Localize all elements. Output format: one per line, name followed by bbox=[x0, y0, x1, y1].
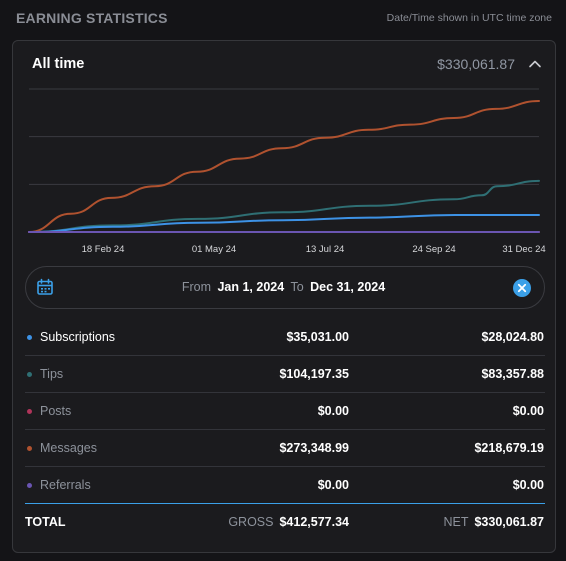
earnings-table: Subscriptions $35,031.00 $28,024.80 Tips… bbox=[25, 319, 545, 540]
row-label: Referrals bbox=[40, 478, 91, 492]
row-net: $0.00 bbox=[512, 404, 544, 418]
date-range-text: From Jan 1, 2024 To Dec 31, 2024 bbox=[26, 280, 544, 294]
earnings-card: All time $330,061.87 18 Feb 24 01 May 24 1… bbox=[12, 40, 556, 553]
row-net: $0.00 bbox=[512, 478, 544, 492]
to-date[interactable]: Dec 31, 2024 bbox=[310, 280, 386, 294]
from-date[interactable]: Jan 1, 2024 bbox=[217, 280, 285, 294]
x-tick-label: 01 May 24 bbox=[192, 244, 236, 255]
page-header: EARNING STATISTICS Date/Time shown in UT… bbox=[16, 9, 552, 27]
row-gross: $273,348.99 bbox=[279, 441, 349, 455]
date-range-picker[interactable]: From Jan 1, 2024 To Dec 31, 2024 bbox=[25, 266, 545, 309]
total-row: TOTAL GROSS $412,577.34 NET $330,061.87 bbox=[25, 504, 545, 540]
table-row-referrals: Referrals $0.00 $0.00 bbox=[25, 467, 545, 504]
earnings-chart: 18 Feb 24 01 May 24 13 Jul 24 24 Sep 24 31 D… bbox=[28, 88, 546, 259]
x-tick-label: 13 Jul 24 bbox=[306, 244, 345, 255]
row-label: Tips bbox=[40, 367, 64, 381]
series-line-messages bbox=[28, 100, 540, 233]
tips-dot-icon bbox=[27, 372, 32, 377]
net-label: NET bbox=[443, 515, 469, 529]
period-label: All time bbox=[32, 56, 85, 72]
table-row-subscriptions: Subscriptions $35,031.00 $28,024.80 bbox=[25, 319, 545, 356]
chevron-up-icon[interactable] bbox=[527, 56, 543, 72]
to-label: To bbox=[290, 280, 304, 294]
row-gross: $35,031.00 bbox=[286, 330, 349, 344]
timezone-note: Date/Time shown in UTC time zone bbox=[386, 12, 552, 24]
table-row-posts: Posts $0.00 $0.00 bbox=[25, 393, 545, 430]
page-title: EARNING STATISTICS bbox=[16, 10, 168, 26]
row-label: Posts bbox=[40, 404, 72, 418]
series-line-tips bbox=[28, 179, 540, 233]
table-row-tips: Tips $104,197.35 $83,357.88 bbox=[25, 356, 545, 393]
gross-total: $412,577.34 bbox=[279, 515, 349, 529]
messages-dot-icon bbox=[27, 446, 32, 451]
row-label: Subscriptions bbox=[40, 330, 116, 344]
row-gross: $0.00 bbox=[317, 404, 349, 418]
row-net: $28,024.80 bbox=[481, 330, 544, 344]
clear-date-icon[interactable] bbox=[513, 279, 531, 297]
x-tick-label: 24 Sep 24 bbox=[412, 244, 455, 255]
row-net: $218,679.19 bbox=[474, 441, 544, 455]
total-label: TOTAL bbox=[25, 515, 66, 529]
net-total: $330,061.87 bbox=[474, 515, 544, 529]
row-gross: $104,197.35 bbox=[279, 367, 349, 381]
gross-label: GROSS bbox=[228, 515, 274, 529]
row-gross: $0.00 bbox=[317, 478, 349, 492]
row-label: Messages bbox=[40, 441, 97, 455]
series-line-subscriptions bbox=[28, 213, 540, 233]
posts-dot-icon bbox=[27, 409, 32, 414]
referrals-dot-icon bbox=[27, 483, 32, 488]
total-amount: $330,061.87 bbox=[437, 56, 515, 72]
x-tick-label: 31 Dec 24 bbox=[502, 244, 545, 255]
table-row-messages: Messages $273,348.99 $218,679.19 bbox=[25, 430, 545, 467]
row-net: $83,357.88 bbox=[481, 367, 544, 381]
chart-svg: 18 Feb 24 01 May 24 13 Jul 24 24 Sep 24 31 D… bbox=[28, 88, 546, 255]
calendar-icon[interactable] bbox=[36, 278, 54, 296]
subscriptions-dot-icon bbox=[27, 335, 32, 340]
card-header[interactable]: All time $330,061.87 bbox=[32, 54, 543, 74]
from-label: From bbox=[181, 280, 211, 294]
x-tick-label: 18 Feb 24 bbox=[82, 244, 125, 255]
